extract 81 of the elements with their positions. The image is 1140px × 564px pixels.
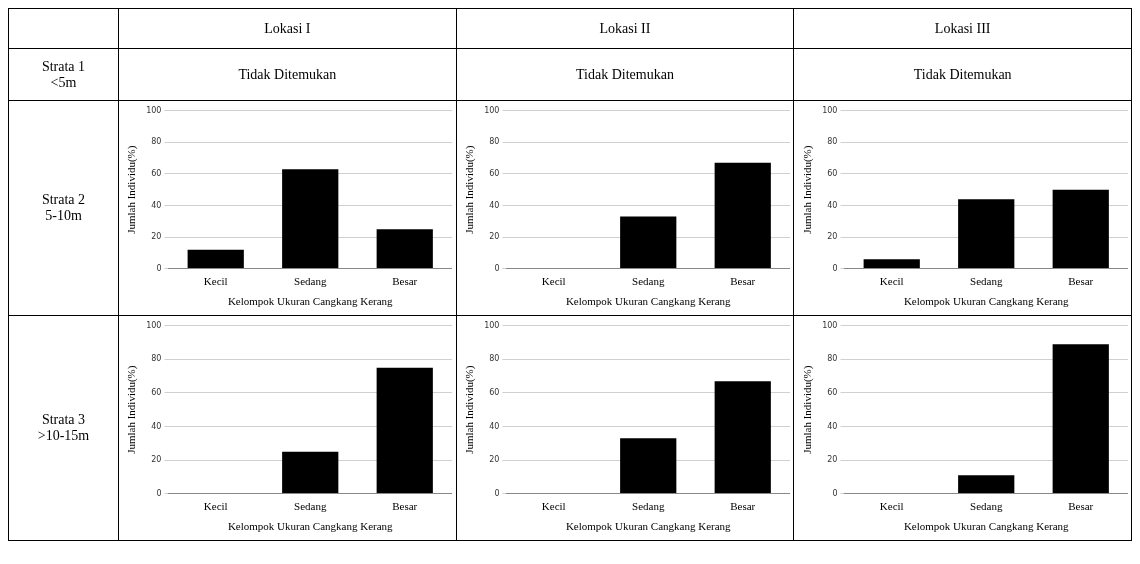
text: Strata 2 5-10m bbox=[8, 100, 119, 316]
y-tick-label: 60 bbox=[826, 388, 838, 397]
bar bbox=[282, 169, 339, 269]
x-tick-label: Sedang bbox=[294, 275, 328, 288]
y-tick-label: 20 bbox=[489, 455, 500, 465]
y-tick-label: 20 bbox=[826, 232, 838, 242]
x-tick-label: Besar bbox=[392, 275, 418, 288]
text: Tidak Ditemukan bbox=[793, 48, 1132, 101]
x-tick-label: Sedang bbox=[969, 500, 1003, 513]
bar bbox=[863, 259, 920, 269]
y-tick-label: 40 bbox=[489, 421, 500, 431]
x-axis-title: Kelompok Ukuran Cangkang Kerang bbox=[228, 295, 394, 308]
y-tick-label: 60 bbox=[489, 169, 500, 178]
y-tick-label: 0 bbox=[494, 263, 500, 273]
y-tick-label: 40 bbox=[151, 421, 162, 431]
x-tick-label: Besar bbox=[1067, 500, 1094, 513]
y-tick-label: 60 bbox=[151, 169, 162, 178]
text: Tidak Ditemukan bbox=[118, 48, 457, 101]
x-tick-label: Besar bbox=[392, 500, 418, 513]
text: Strata 3 >10-15m bbox=[8, 315, 119, 541]
bar bbox=[957, 199, 1015, 269]
y-tick-label: 100 bbox=[146, 105, 162, 115]
y-axis-title: Jumlah Individu(%) bbox=[463, 145, 477, 234]
bar bbox=[187, 249, 245, 269]
y-axis-title: Jumlah Individu(%) bbox=[801, 145, 815, 234]
y-axis-title: Jumlah Individu(%) bbox=[125, 365, 139, 454]
y-tick-label: 0 bbox=[832, 263, 838, 273]
x-tick-label: Sedang bbox=[632, 500, 665, 513]
x-axis-title: Kelompok Ukuran Cangkang Kerang bbox=[903, 295, 1069, 308]
text: Lokasi III bbox=[793, 8, 1132, 49]
x-tick-label: Kecil bbox=[541, 500, 566, 513]
y-tick-label: 80 bbox=[151, 137, 162, 147]
y-tick-label: 20 bbox=[151, 232, 162, 242]
y-tick-label: 100 bbox=[484, 320, 500, 330]
y-tick-label: 100 bbox=[484, 105, 500, 115]
text: Lokasi I bbox=[118, 8, 457, 49]
y-tick-label: 60 bbox=[151, 388, 162, 397]
y-tick-label: 80 bbox=[489, 137, 500, 147]
x-tick-label: Sedang bbox=[294, 500, 328, 513]
x-tick-label: Kecil bbox=[204, 275, 228, 288]
x-tick-label: Kecil bbox=[204, 500, 228, 513]
y-tick-label: 40 bbox=[826, 421, 838, 431]
y-tick-label: 40 bbox=[489, 200, 500, 210]
y-tick-label: 60 bbox=[826, 169, 838, 178]
y-tick-label: 40 bbox=[151, 200, 162, 210]
y-tick-label: 80 bbox=[826, 354, 838, 364]
y-tick-label: 20 bbox=[151, 455, 162, 465]
bar bbox=[1052, 189, 1109, 269]
x-tick-label: Besar bbox=[1067, 275, 1094, 288]
y-tick-label: 0 bbox=[494, 488, 500, 498]
y-tick-label: 100 bbox=[821, 105, 838, 115]
x-axis-title: Kelompok Ukuran Cangkang Kerang bbox=[903, 520, 1069, 533]
x-axis-title: Kelompok Ukuran Cangkang Kerang bbox=[228, 520, 394, 533]
x-tick-label: Sedang bbox=[969, 275, 1003, 288]
x-tick-label: Sedang bbox=[632, 275, 665, 288]
text: Strata 1 <5m bbox=[8, 48, 119, 101]
x-tick-label: Kecil bbox=[879, 500, 904, 513]
y-tick-label: 100 bbox=[146, 320, 162, 330]
y-tick-label: 60 bbox=[489, 388, 500, 397]
y-tick-label: 80 bbox=[151, 354, 162, 364]
y-axis-title: Jumlah Individu(%) bbox=[125, 145, 139, 234]
y-tick-label: 80 bbox=[489, 354, 500, 364]
bar bbox=[376, 229, 434, 269]
text: Tidak Ditemukan bbox=[456, 48, 794, 101]
y-axis-title: Jumlah Individu(%) bbox=[801, 365, 815, 454]
x-axis-title: Kelompok Ukuran Cangkang Kerang bbox=[565, 520, 732, 533]
y-tick-label: 80 bbox=[826, 137, 838, 147]
text: Lokasi II bbox=[456, 8, 794, 49]
x-tick-label: Kecil bbox=[879, 275, 904, 288]
y-tick-label: 100 bbox=[821, 320, 838, 330]
x-tick-label: Besar bbox=[730, 275, 756, 288]
y-tick-label: 20 bbox=[826, 455, 838, 465]
y-tick-label: 20 bbox=[489, 232, 500, 242]
x-axis-title: Kelompok Ukuran Cangkang Kerang bbox=[565, 295, 732, 308]
y-tick-label: 40 bbox=[826, 200, 838, 210]
y-axis-title: Jumlah Individu(%) bbox=[463, 365, 477, 454]
y-tick-label: 0 bbox=[156, 263, 162, 273]
y-tick-label: 0 bbox=[832, 488, 838, 498]
x-tick-label: Besar bbox=[730, 500, 756, 513]
x-tick-label: Kecil bbox=[541, 275, 566, 288]
y-tick-label: 0 bbox=[156, 488, 162, 498]
